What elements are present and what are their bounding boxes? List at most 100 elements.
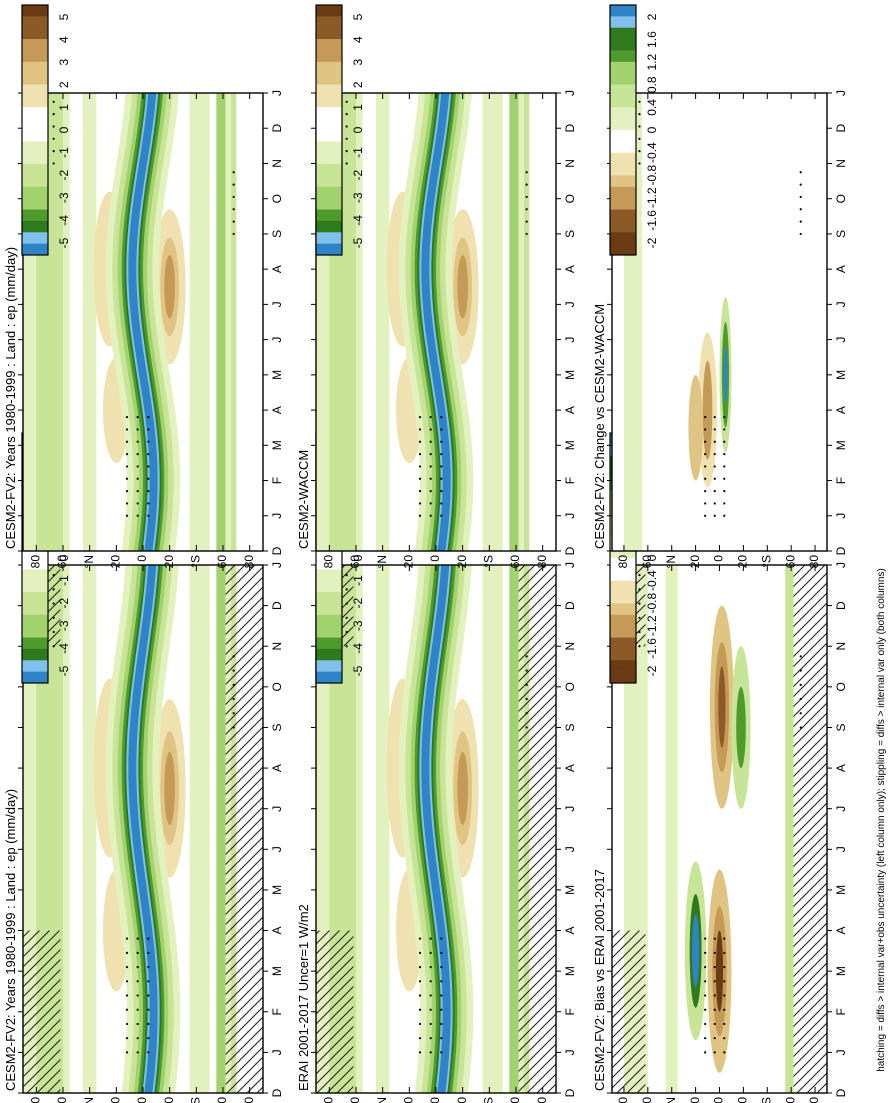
field-blob: [718, 666, 726, 748]
stipple-dots: [704, 1008, 707, 1011]
stipple-dots: [704, 951, 707, 954]
stipple-dots: [723, 502, 726, 505]
month-label: S: [563, 723, 577, 731]
colorbar-label: 4: [57, 36, 71, 43]
field-top-right: [23, 93, 263, 551]
lat-label: 80: [535, 1097, 549, 1103]
colorbar-swatch: [22, 141, 48, 154]
colorbar-label: 0: [57, 126, 71, 133]
stipple-dots: [125, 1037, 129, 1040]
lat-label: °S: [189, 555, 203, 568]
colorbar-label: 0: [645, 126, 659, 133]
stipple-dots: [52, 100, 55, 103]
stipple-dots: [723, 477, 726, 480]
stipple-dots: [440, 1037, 443, 1040]
stipple-dots: [125, 453, 129, 456]
lat-label: 20: [402, 1097, 416, 1103]
stipple-dots: [147, 465, 150, 468]
stipple-dots: [713, 514, 716, 517]
field-bot-left: [612, 565, 827, 1093]
lat-label: 0: [135, 1097, 149, 1103]
stipple-dots: [52, 645, 55, 648]
month-label: O: [563, 682, 577, 691]
stipple-dots: [147, 453, 150, 456]
colorbar-swatch: [316, 141, 342, 154]
field-itcz-max: [421, 565, 451, 1093]
stipple-dots: [723, 1008, 726, 1011]
colorbar-swatch: [316, 592, 342, 604]
colorbar-label: -2: [57, 170, 71, 181]
stipple-dots: [418, 477, 422, 480]
colorbar-swatch: [22, 569, 48, 582]
lat-label: 20: [162, 1097, 176, 1103]
stipple-dots: [704, 1037, 707, 1040]
field-blob: [688, 374, 703, 481]
lat-label: 20: [402, 555, 416, 569]
panel-title: CESM2-FV2: Bias vs ERAI 2001-2017: [592, 869, 607, 1091]
colorbar-swatch: [316, 637, 342, 650]
stipple-dots: [125, 994, 129, 997]
field-itcz-max: [421, 93, 451, 551]
month-label: J: [563, 301, 577, 307]
stipple-dots: [136, 465, 139, 468]
stipple-dots: [525, 655, 528, 658]
lat-label: 20: [109, 1097, 123, 1103]
lat-label: 60: [215, 1097, 229, 1103]
colorbar-swatch: [316, 569, 342, 582]
month-label: M: [270, 966, 284, 976]
colorbar-swatch: [316, 603, 342, 616]
stipple-dots: [418, 980, 422, 983]
colorbar-swatch: [316, 546, 342, 559]
stipple-dots: [418, 502, 422, 505]
stipple-dots: [440, 514, 443, 517]
stipple-dots: [52, 125, 55, 128]
stipple-dots: [147, 440, 150, 443]
stipple-dots: [136, 937, 139, 940]
colorbar-swatch: [610, 580, 636, 593]
stipple-dots: [429, 428, 432, 431]
field-band: [482, 93, 503, 551]
stipple-dots: [704, 477, 707, 480]
stipple-dots: [704, 980, 707, 983]
month-label: J: [563, 1049, 577, 1055]
stipple-dots: [723, 965, 726, 969]
stipple-dots: [723, 994, 726, 997]
hatching-north: [23, 930, 61, 1093]
stipple-dots: [232, 171, 235, 174]
stipple-dots: [136, 490, 139, 493]
panel-title: CESM2-FV2: Change vs CESM2-WACCM: [592, 304, 607, 549]
month-label: N: [834, 159, 848, 168]
colorbar-label: -1: [351, 575, 365, 586]
colorbar-swatch: [316, 198, 342, 210]
lat-label: 0: [712, 555, 726, 562]
stipple-dots: [232, 669, 235, 672]
stipple-dots: [232, 183, 235, 186]
stipple-dots: [525, 712, 528, 715]
stipple-dots: [799, 183, 802, 186]
colorbar-swatch: [22, 603, 48, 616]
lat-label: 80: [29, 1097, 43, 1103]
hatching-north: [316, 930, 354, 1093]
stipple-dots: [125, 490, 129, 493]
field-background: [612, 93, 827, 551]
colorbar-label: -0.4: [645, 142, 659, 163]
month-label: J: [834, 90, 848, 96]
month-label: D: [834, 546, 848, 555]
stipple-dots: [723, 1051, 726, 1054]
stipple-dots: [799, 220, 802, 223]
field-mid-left: [316, 565, 556, 1093]
colorbar-swatch: [610, 16, 636, 29]
stipple-dots: [136, 514, 139, 517]
stipple-dots: [429, 514, 432, 517]
colorbar-swatch: [316, 243, 342, 256]
colorbar-swatch: [22, 660, 48, 672]
lat-label: °N: [375, 555, 389, 568]
colorbar-swatch: [22, 16, 48, 29]
stipple-dots: [723, 937, 726, 940]
stipple-dots: [723, 465, 726, 468]
colorbar-label: 2: [645, 13, 659, 20]
colorbar-label: -1.6: [645, 638, 659, 659]
stipple-dots: [418, 937, 422, 940]
month-label: A: [834, 927, 848, 935]
stipple-dots: [429, 416, 432, 419]
